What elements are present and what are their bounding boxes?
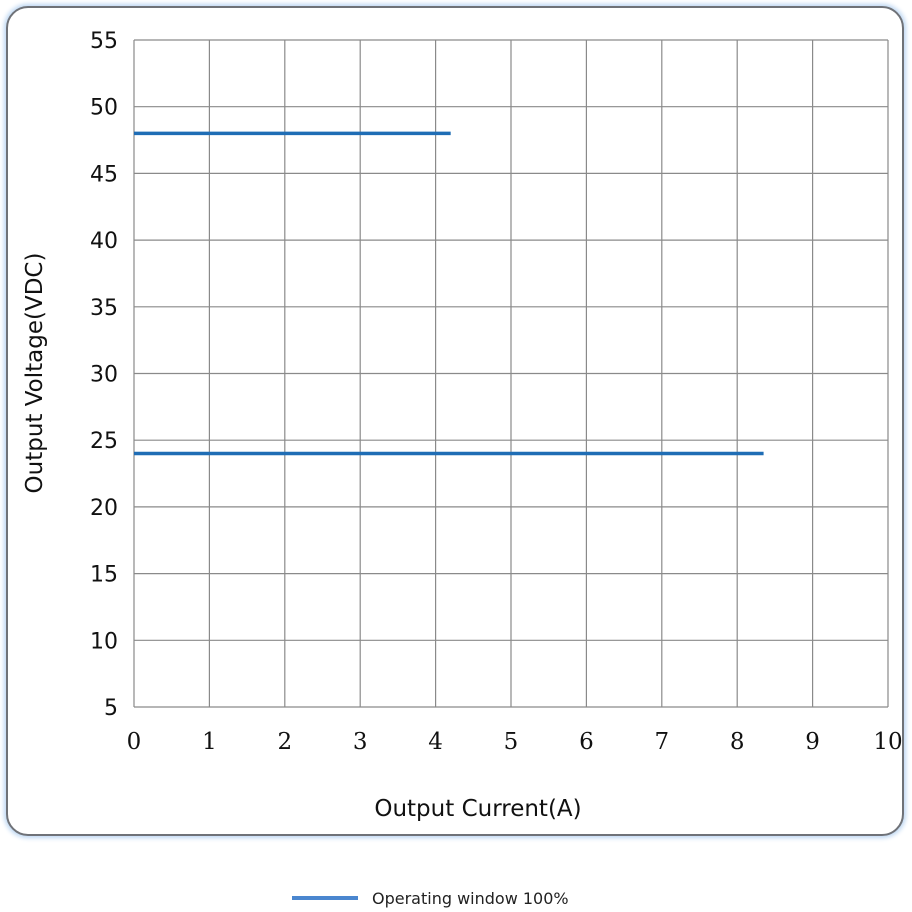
legend-label: Operating window 100% [372, 889, 569, 908]
x-tick-label: 6 [579, 729, 594, 755]
y-tick-label: 20 [90, 496, 118, 521]
x-tick-label: 5 [504, 729, 519, 755]
y-tick-label: 40 [90, 229, 118, 254]
x-tick-label: 2 [277, 729, 292, 755]
y-tick-label: 25 [90, 429, 118, 454]
y-tick-label: 55 [90, 29, 118, 54]
y-tick-label: 35 [90, 296, 118, 321]
y-axis-label: Output Voltage(VDC) [22, 253, 48, 494]
x-tick-label: 3 [353, 729, 368, 755]
y-axis-ticks: 55 50 45 40 35 30 25 20 15 10 5 [90, 29, 118, 721]
grid [133, 39, 889, 708]
x-tick-label: 1 [202, 729, 217, 755]
y-tick-label: 15 [90, 563, 118, 588]
x-axis-ticks: 0 1 2 3 4 5 6 7 8 9 10 [127, 729, 903, 755]
x-tick-label: 10 [873, 729, 902, 755]
y-tick-label: 10 [90, 629, 118, 654]
y-tick-label: 50 [90, 96, 118, 121]
y-tick-label: 5 [104, 696, 118, 721]
legend: Operating window 100% [292, 889, 569, 908]
x-tick-label: 7 [654, 729, 669, 755]
x-tick-label: 9 [805, 729, 820, 755]
x-tick-label: 0 [127, 729, 142, 755]
chart-frame [6, 6, 904, 836]
y-tick-label: 30 [90, 363, 118, 388]
y-tick-label: 45 [90, 162, 118, 187]
series-lines [134, 131, 764, 456]
x-axis-label: Output Current(A) [374, 796, 581, 822]
x-tick-label: 4 [428, 729, 443, 755]
x-tick-label: 8 [730, 729, 745, 755]
